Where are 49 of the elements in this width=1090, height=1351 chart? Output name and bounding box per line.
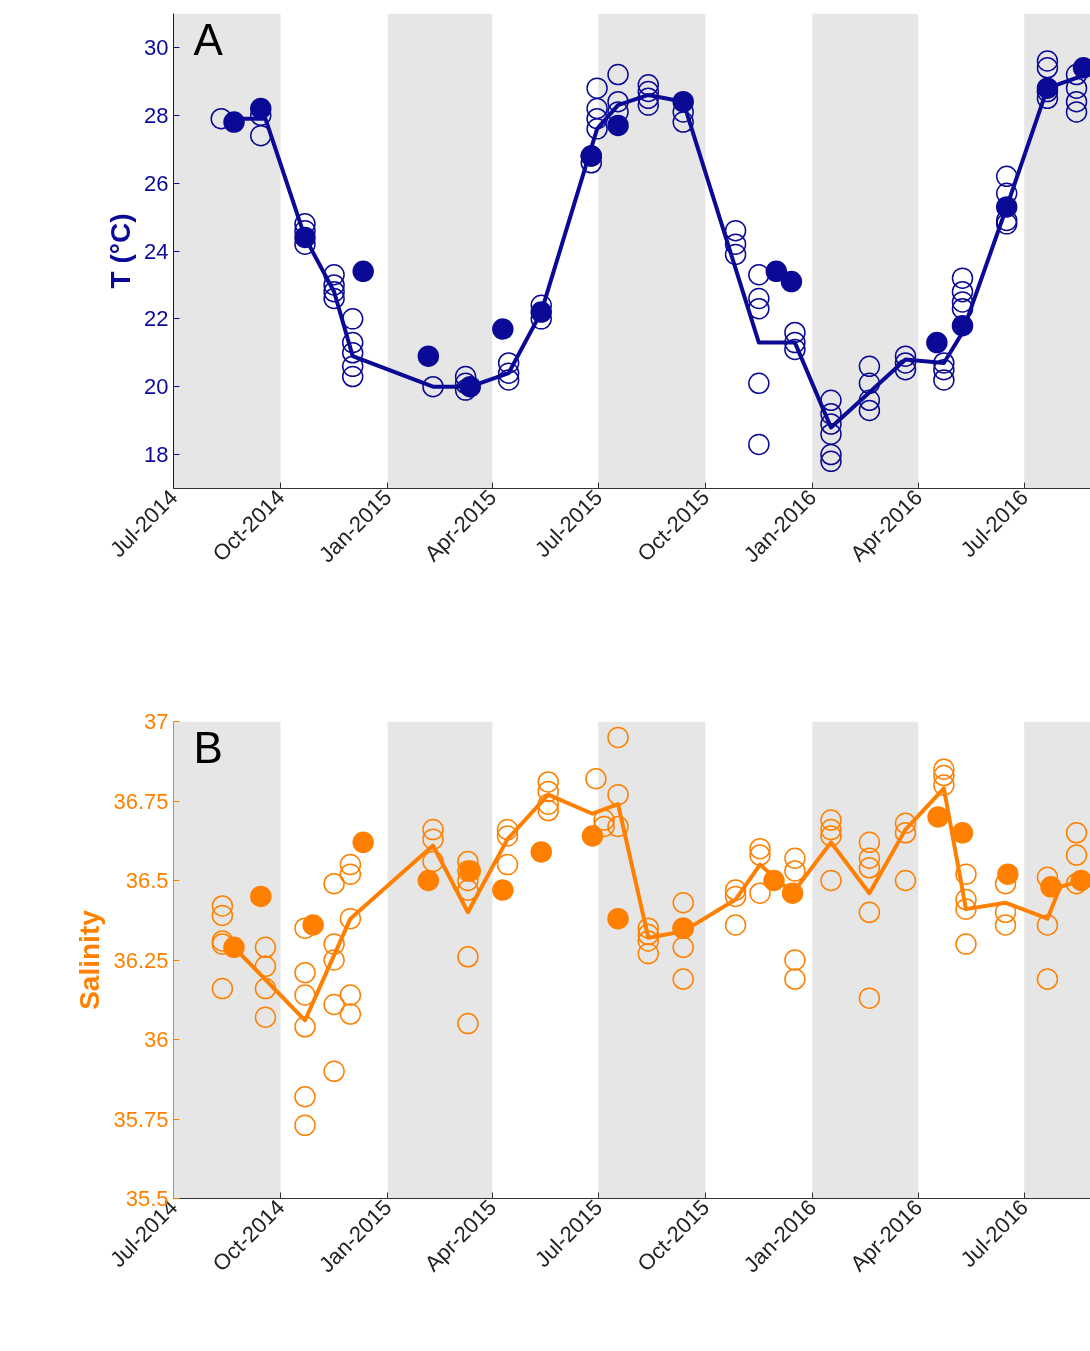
point bbox=[1036, 77, 1059, 99]
point bbox=[417, 345, 440, 367]
y-tick-label: 28 bbox=[144, 102, 169, 128]
point bbox=[951, 314, 974, 337]
y-tick-label: 18 bbox=[144, 442, 169, 468]
point bbox=[492, 318, 514, 340]
point bbox=[581, 825, 604, 847]
point bbox=[352, 831, 374, 854]
y-tick-label: 37 bbox=[144, 709, 169, 734]
point bbox=[302, 914, 324, 936]
point bbox=[294, 226, 316, 249]
point bbox=[223, 111, 245, 133]
point bbox=[765, 260, 788, 283]
point bbox=[250, 885, 272, 908]
annotation: A bbox=[193, 14, 224, 64]
y-tick-label: 26 bbox=[144, 170, 169, 196]
point bbox=[1040, 876, 1062, 898]
point bbox=[927, 806, 949, 828]
y-tick-label: 36 bbox=[144, 1027, 169, 1052]
y-tick-label: 30 bbox=[144, 34, 169, 60]
point bbox=[417, 869, 440, 892]
annotation: B bbox=[193, 722, 223, 772]
point bbox=[763, 869, 785, 892]
point bbox=[459, 375, 481, 398]
point bbox=[530, 301, 552, 323]
point bbox=[781, 882, 804, 904]
point bbox=[997, 863, 1019, 885]
y-tick-label: 35.75 bbox=[113, 1106, 169, 1132]
point bbox=[1070, 869, 1090, 892]
point bbox=[223, 936, 245, 959]
point bbox=[995, 196, 1018, 218]
point bbox=[352, 260, 374, 283]
point bbox=[250, 97, 272, 120]
point bbox=[607, 114, 629, 137]
point bbox=[607, 907, 629, 930]
y-axis-title: Salinity bbox=[74, 909, 106, 1010]
y-axis-title: T (°C) bbox=[105, 213, 137, 289]
point bbox=[951, 822, 974, 844]
point bbox=[530, 841, 552, 863]
point bbox=[926, 331, 948, 354]
point bbox=[780, 270, 803, 293]
y-tick-label: 24 bbox=[144, 238, 169, 264]
point bbox=[672, 90, 694, 113]
point bbox=[492, 879, 514, 901]
y-tick-label: 36.5 bbox=[125, 868, 169, 893]
y-tick-label: 36.25 bbox=[113, 947, 169, 973]
y-tick-label: 22 bbox=[144, 306, 169, 332]
y-tick-label: 36.75 bbox=[113, 788, 169, 814]
y-tick-label: 20 bbox=[144, 374, 169, 400]
